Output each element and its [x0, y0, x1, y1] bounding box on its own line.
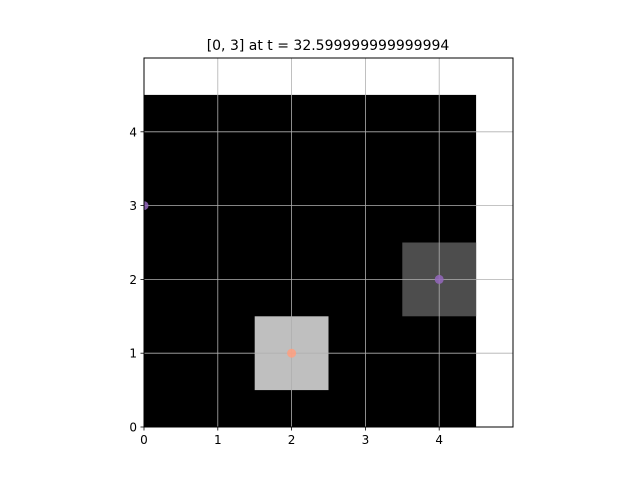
x-tick-label-4: 4 [435, 433, 443, 447]
x-tick-label-3: 3 [362, 433, 370, 447]
y-tick-label-3: 3 [129, 199, 137, 213]
point-0 [144, 201, 149, 211]
chart-title: [0, 3] at t = 32.599999999999994 [207, 38, 450, 54]
plot-area [144, 94, 477, 427]
y-tick-label-1: 1 [129, 347, 137, 361]
x-tick-label-0: 0 [140, 433, 148, 447]
x-tick-label-1: 1 [214, 433, 222, 447]
axes-frame [143, 57, 514, 428]
x-tick-label-2: 2 [288, 433, 296, 447]
y-tick-label-2: 2 [129, 273, 137, 287]
y-tick-label-0: 0 [129, 421, 137, 435]
point-2 [287, 348, 297, 358]
ticks: 0 1 2 3 4 0 1 2 3 4 [129, 125, 443, 447]
grid [144, 58, 513, 427]
points [144, 201, 444, 358]
point-1 [434, 274, 444, 284]
y-tick-label-4: 4 [129, 125, 137, 139]
